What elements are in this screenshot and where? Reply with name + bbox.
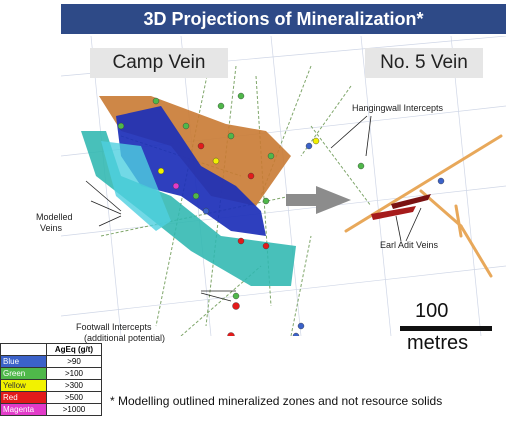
no5-vein-label: No. 5 Vein	[365, 48, 483, 78]
legend-swatch: Magenta	[0, 403, 47, 416]
cyan-panel-solid	[101, 141, 171, 231]
scale-bar	[400, 326, 492, 331]
legend-value: >100	[45, 367, 103, 380]
modelled-veins-line1: Modelled	[36, 212, 73, 222]
legend-row: Red >500	[0, 391, 103, 404]
intercept-points	[117, 92, 445, 336]
legend-swatch: Red	[0, 391, 47, 404]
legend-row: Green >100	[0, 367, 103, 380]
legend-row: Blue >90	[0, 355, 103, 368]
blue-vein-solid	[116, 106, 266, 236]
mineralization-scene	[61, 36, 506, 336]
hangingwall-label: Hangingwall Intercepts	[352, 103, 444, 113]
footwall-line2: (additional potential)	[84, 333, 166, 343]
cyan-vein-solid	[81, 131, 296, 286]
earl-adit-label: Earl Adit Veins	[380, 240, 439, 250]
footwall-label: Footwall Intercepts (additional potentia…	[76, 322, 165, 344]
modelled-veins-line2: Veins	[40, 223, 63, 233]
legend-value: >300	[45, 379, 103, 392]
grade-legend: AgEq (g/t) Blue >90 Green >100 Yellow >3…	[0, 343, 103, 416]
scale-unit: metres	[407, 332, 469, 354]
no5-vein-tunnels	[344, 134, 503, 278]
legend-swatch: Green	[0, 367, 47, 380]
annotation-leaders	[85, 115, 422, 302]
legend-blank-cell	[0, 343, 47, 356]
legend-swatch: Blue	[0, 355, 47, 368]
modelled-veins-label: Modelled Veins	[36, 212, 73, 234]
footwall-line1: Footwall Intercepts	[76, 322, 152, 332]
legend-row: Yellow >300	[0, 379, 103, 392]
earl-adit-veins-solid-2	[391, 194, 431, 209]
legend-value: >500	[45, 391, 103, 404]
scale-value: 100	[415, 300, 449, 322]
footnote: * Modelling outlined mineralized zones a…	[110, 394, 443, 408]
page-title: 3D Projections of Mineralization*	[61, 4, 506, 34]
camp-vein-label: Camp Vein	[90, 48, 228, 78]
legend-value: >1000	[45, 403, 103, 416]
legend-row: Magenta >1000	[0, 403, 103, 416]
legend-value: >90	[45, 355, 103, 368]
direction-arrow	[286, 186, 351, 214]
legend-header-row: AgEq (g/t)	[0, 343, 103, 356]
earl-adit-veins-solid	[371, 206, 416, 220]
legend-swatch: Yellow	[0, 379, 47, 392]
legend-header: AgEq (g/t)	[45, 343, 103, 356]
